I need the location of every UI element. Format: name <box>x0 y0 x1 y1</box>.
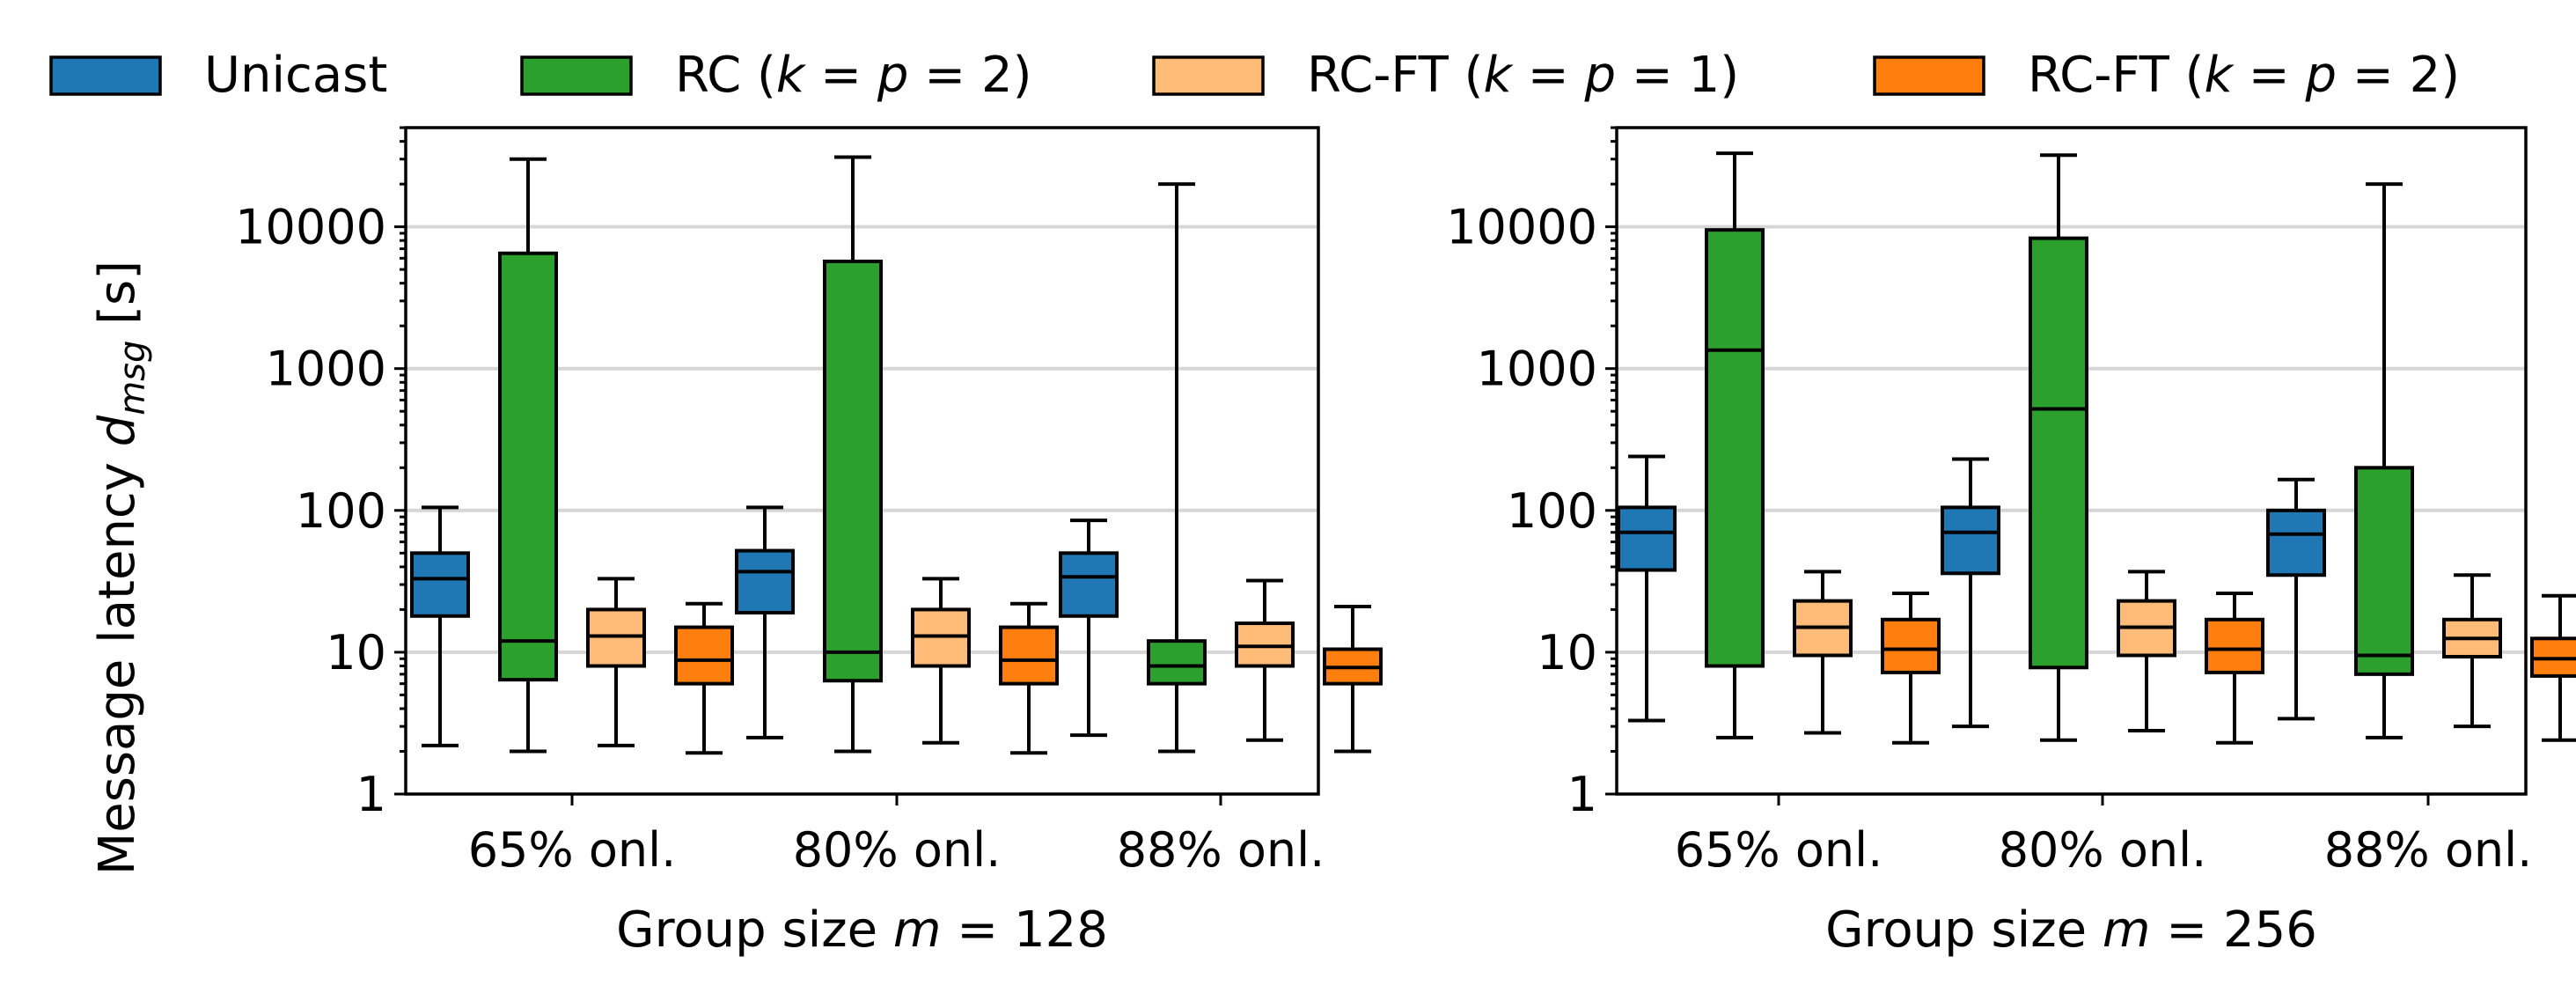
box-group-2 <box>735 155 1059 755</box>
box-iqr <box>2029 236 2088 670</box>
box-series-1 <box>410 505 470 747</box>
x-axis-label: Group size m = 256 <box>1825 901 2317 959</box>
box-series-4 <box>999 601 1059 755</box>
y-tick-label: 100 <box>1507 483 1597 539</box>
x-tick-label: 65% onl. <box>1675 822 1883 878</box>
box-group-3 <box>1059 182 1383 754</box>
legend-entry-2: RC (k = p = 2) <box>520 47 1031 104</box>
box-series-1 <box>735 505 795 739</box>
box-series-2 <box>2029 153 2088 742</box>
plot-frame <box>1615 126 2528 796</box>
panel-group-size-256: 1 10 100 1000 10000 65% onl. 80% onl. 88% onl.G… <box>1446 126 2576 959</box>
box-iqr <box>410 551 470 618</box>
y-tick-label: 100 <box>296 483 386 539</box>
x-tick-label: 65% onl. <box>468 822 677 878</box>
box-series-1 <box>1059 519 1119 738</box>
x-tick-label: 80% onl. <box>1999 822 2207 878</box>
box-series-3 <box>1235 578 1295 742</box>
box-series-3 <box>2442 573 2502 729</box>
box-series-4 <box>674 601 734 755</box>
legend-label: RC-FT (k = p = 1) <box>1307 47 1739 104</box>
box-iqr <box>2354 466 2414 676</box>
y-tick-label: 1000 <box>266 342 386 397</box>
box-series-2 <box>498 157 558 754</box>
x-tick-label: 88% onl. <box>2324 822 2533 878</box>
legend-swatch <box>49 55 162 96</box>
legend-swatch <box>1152 55 1265 96</box>
y-tick-label: 1000 <box>1477 342 1597 397</box>
box-iqr <box>1941 505 2000 576</box>
box-iqr <box>2266 508 2326 577</box>
box-series-1 <box>1617 454 1677 723</box>
box-series-1 <box>2266 477 2326 721</box>
panel-group-size-128: 1 10 100 1000 10000 65% onl. 80% onl. 88% onl.G… <box>235 126 1383 959</box>
y-tick-label: 10 <box>326 625 386 680</box>
box-series-2 <box>2354 182 2414 739</box>
box-group-2 <box>1941 153 2264 745</box>
y-axis-label: Message latency dmsg [s] <box>89 261 153 875</box>
box-series-3 <box>1793 570 1853 735</box>
box-iqr <box>735 548 795 614</box>
legend-label: RC (k = p = 2) <box>675 47 1031 104</box>
box-series-4 <box>2530 593 2576 742</box>
box-series-4 <box>1323 604 1383 754</box>
box-iqr <box>498 251 558 682</box>
box-series-4 <box>1881 592 1941 745</box>
box-iqr <box>823 259 883 683</box>
legend: Unicast RC (k = p = 2) RC-FT (k = p = 1) RC… <box>49 47 2460 104</box>
box-iqr <box>1147 639 1207 686</box>
box-group-1 <box>410 157 734 755</box>
box-iqr <box>1881 617 1941 674</box>
box-iqr <box>1617 505 1677 572</box>
box-iqr <box>1705 228 1765 668</box>
box-iqr <box>2205 617 2264 674</box>
legend-entry-4: RC-FT (k = p = 2) <box>1873 47 2460 104</box>
x-tick-label: 88% onl. <box>1117 822 1325 878</box>
box-group-3 <box>2266 182 2576 742</box>
box-series-3 <box>586 577 646 747</box>
box-iqr <box>999 625 1059 686</box>
legend-swatch <box>520 55 633 96</box>
box-iqr <box>674 625 734 686</box>
box-series-1 <box>1941 457 2000 729</box>
legend-entry-3: RC-FT (k = p = 1) <box>1152 47 1739 104</box>
box-series-3 <box>2117 570 2176 732</box>
y-tick-label: 10000 <box>1446 200 1597 255</box>
x-tick-label: 80% onl. <box>793 822 1002 878</box>
box-series-2 <box>823 155 883 754</box>
x-axis-label: Group size m = 128 <box>616 901 1108 959</box>
legend-entry-1: Unicast <box>49 47 387 104</box>
legend-swatch <box>1873 55 1985 96</box>
y-tick-label: 1 <box>1567 767 1597 822</box>
y-tick-label: 10000 <box>235 200 386 255</box>
y-tick-label: 10 <box>1537 625 1597 680</box>
legend-label: RC-FT (k = p = 2) <box>2028 47 2460 104</box>
y-tick-label: 1 <box>356 767 386 822</box>
plot-frame <box>404 126 1320 796</box>
box-series-2 <box>1147 182 1207 754</box>
box-series-4 <box>2205 592 2264 745</box>
box-iqr <box>1059 551 1119 618</box>
box-series-2 <box>1705 151 1765 739</box>
legend-label: Unicast <box>204 47 387 104</box>
box-series-3 <box>911 577 971 745</box>
box-group-1 <box>1617 151 1941 745</box>
